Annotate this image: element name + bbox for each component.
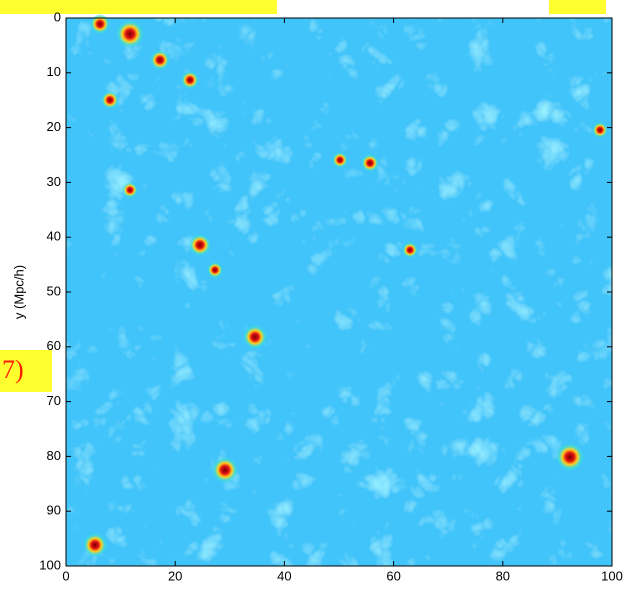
page: {"chart_data": {"type": "image", "y_labe… [0,0,626,585]
y-tick-label: 80 [47,448,61,463]
highlight-box [0,0,277,14]
y-tick-label: 100 [39,557,61,572]
y-tick-label: 70 [47,393,61,408]
y-tick-label: 40 [47,229,61,244]
y-tick-label: 20 [47,119,61,134]
overlays [0,0,606,14]
y-axis-label: y (Mpc/h) [11,265,26,319]
y-tick-label: 30 [47,174,61,189]
density-map [66,18,612,566]
y-tick-label: 90 [47,503,61,518]
annotation: 7) [2,355,24,384]
x-tick-label: 40 [277,568,291,583]
x-tick-label: 20 [168,568,182,583]
y-tick-label: 10 [47,64,61,79]
x-tick-label: 100 [601,568,623,583]
chart: y (Mpc/h) 020406080100010203040506070809… [0,0,626,585]
y-tick-label: 0 [54,9,61,24]
plot-area [66,14,612,566]
highlight-box [549,0,606,14]
x-tick-label: 0 [62,568,69,583]
y-tick-label: 50 [47,283,61,298]
x-tick-label: 60 [386,568,400,583]
x-tick-label: 80 [496,568,510,583]
